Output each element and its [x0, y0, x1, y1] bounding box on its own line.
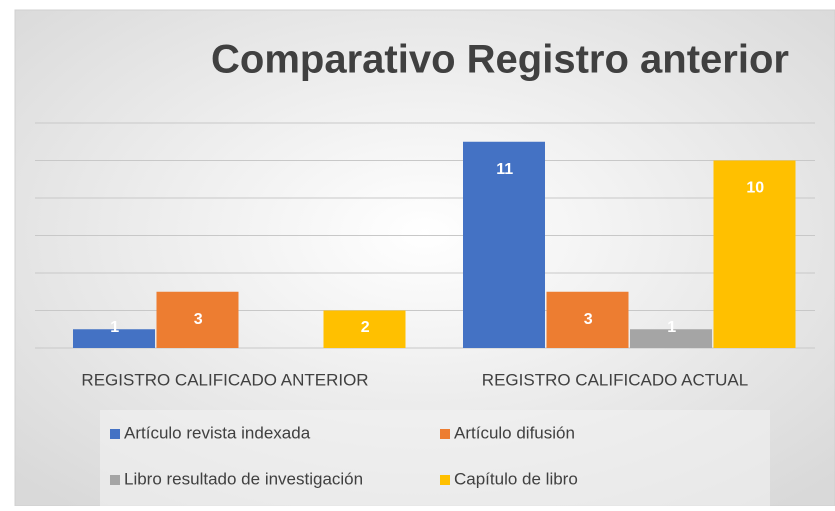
data-label: 3 — [584, 311, 593, 328]
legend-swatch — [110, 429, 120, 439]
bar — [630, 329, 712, 348]
data-label: 2 — [361, 319, 370, 336]
legend-label: Artículo difusión — [454, 423, 575, 442]
bar — [463, 141, 545, 348]
legend-background — [100, 410, 770, 506]
bar — [713, 160, 796, 348]
legend-swatch — [110, 475, 120, 485]
legend-swatch — [440, 429, 450, 439]
legend-label: Libro resultado de investigación — [124, 469, 363, 488]
legend-label: Artículo revista indexada — [124, 423, 311, 442]
bar — [323, 310, 406, 348]
bar — [546, 291, 629, 348]
data-label: 3 — [194, 311, 203, 328]
legend-swatch — [440, 475, 450, 485]
data-label: 11 — [496, 161, 513, 178]
x-tick-label: REGISTRO CALIFICADO ANTERIOR — [81, 370, 368, 389]
data-label: 1 — [110, 319, 119, 336]
data-label: 1 — [667, 319, 676, 336]
bar — [156, 291, 239, 348]
bar — [73, 329, 155, 348]
legend-label: Capítulo de libro — [454, 469, 578, 488]
data-label: 10 — [746, 180, 764, 197]
x-tick-label: REGISTRO CALIFICADO ACTUAL — [482, 370, 748, 389]
chart-title: Comparativo Registro anterior — [211, 38, 789, 82]
